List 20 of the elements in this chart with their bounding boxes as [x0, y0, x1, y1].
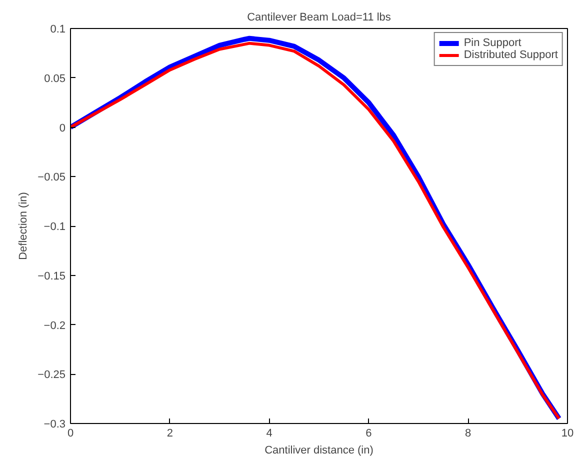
y-tick-label: −0.25	[38, 369, 66, 382]
y-tick-label: −0.15	[38, 270, 66, 282]
y-axis-title: Deflection (in)	[18, 192, 30, 260]
legend-label: Distributed Support	[464, 49, 558, 61]
x-tick-label: 0	[67, 428, 74, 440]
x-axis-title: Cantiliver distance (in)	[264, 444, 374, 456]
y-tick-label: 0	[59, 122, 66, 134]
y-tick-label: −0.2	[44, 320, 66, 332]
x-tick-label: 8	[465, 428, 472, 440]
x-tick-label: 4	[266, 428, 272, 440]
x-tick-label: 10	[561, 428, 574, 440]
chart-title: Cantilever Beam Load=11 lbs	[247, 12, 392, 24]
y-tick-label: −0.1	[44, 221, 66, 233]
y-tick-label: 0.05	[44, 72, 66, 85]
x-tick-label: 6	[366, 428, 372, 440]
x-tick-label: 2	[166, 428, 173, 440]
y-tick-label: −0.05	[38, 172, 66, 184]
y-tick-label: −0.3	[44, 418, 66, 430]
y-tick-label: 0.1	[50, 24, 66, 36]
legend-label: Pin Support	[464, 37, 522, 49]
